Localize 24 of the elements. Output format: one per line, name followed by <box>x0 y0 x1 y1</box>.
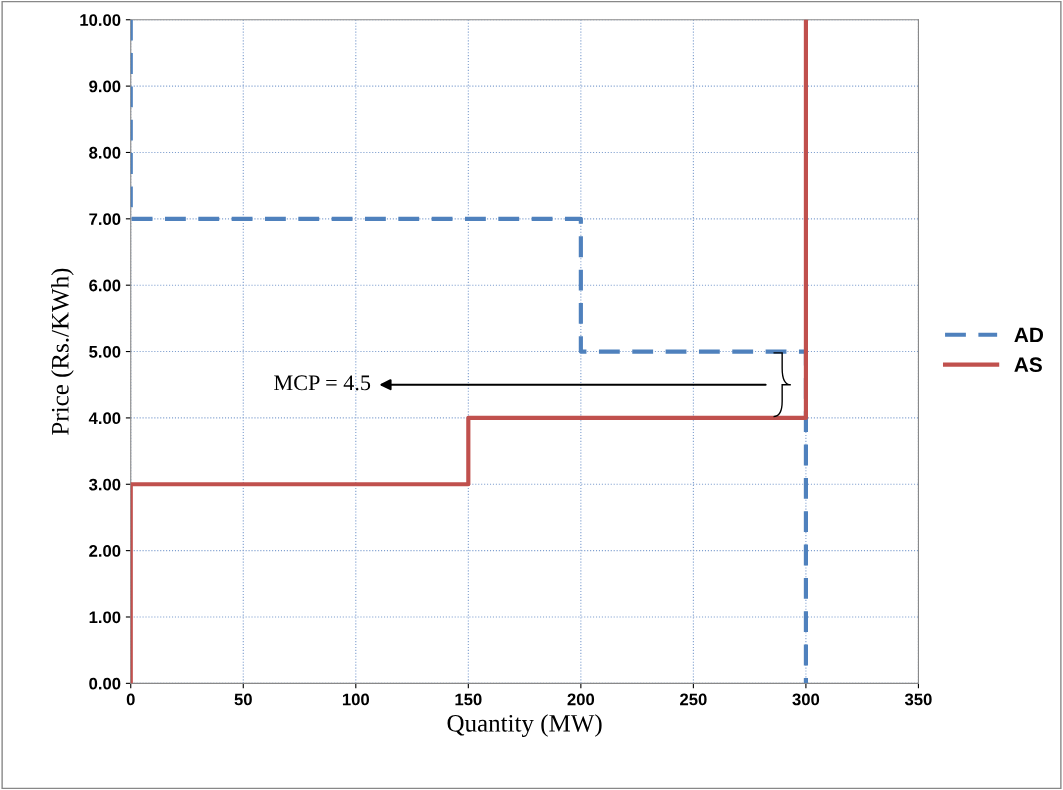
y-tick-label: 2.00 <box>89 545 121 557</box>
y-axis-title: Price (Rs./KWh) <box>51 268 74 435</box>
x-tick-label: 250 <box>680 693 707 706</box>
y-tick-label: 8.00 <box>89 146 121 159</box>
x-tick-label: 0 <box>126 693 135 706</box>
y-tick-label: 7.00 <box>89 213 121 226</box>
x-tick-label: 150 <box>455 693 482 706</box>
y-tick-label: 6.00 <box>89 279 121 292</box>
y-tick-label: 3.00 <box>88 478 121 491</box>
y-tick-label: 1.00 <box>89 611 121 624</box>
x-tick-label: 300 <box>792 693 820 706</box>
legend-label: AS <box>1014 357 1042 373</box>
x-tick-label: 350 <box>904 693 932 706</box>
legend-label: AD <box>1014 327 1044 343</box>
x-tick-label: 50 <box>234 693 252 706</box>
y-tick-label: 10.00 <box>80 14 121 26</box>
y-tick-label: 5.00 <box>89 345 121 358</box>
annotation: MCP = 4.5 <box>274 375 371 391</box>
y-tick-label: 0.00 <box>89 677 121 690</box>
y-tick-label: 4.00 <box>88 412 121 425</box>
y-tick-label: 9.00 <box>89 80 121 93</box>
x-tick-label: 100 <box>342 693 370 706</box>
x-tick-label: 200 <box>567 693 595 706</box>
x-axis-title: Quantity (MW) <box>447 714 602 737</box>
